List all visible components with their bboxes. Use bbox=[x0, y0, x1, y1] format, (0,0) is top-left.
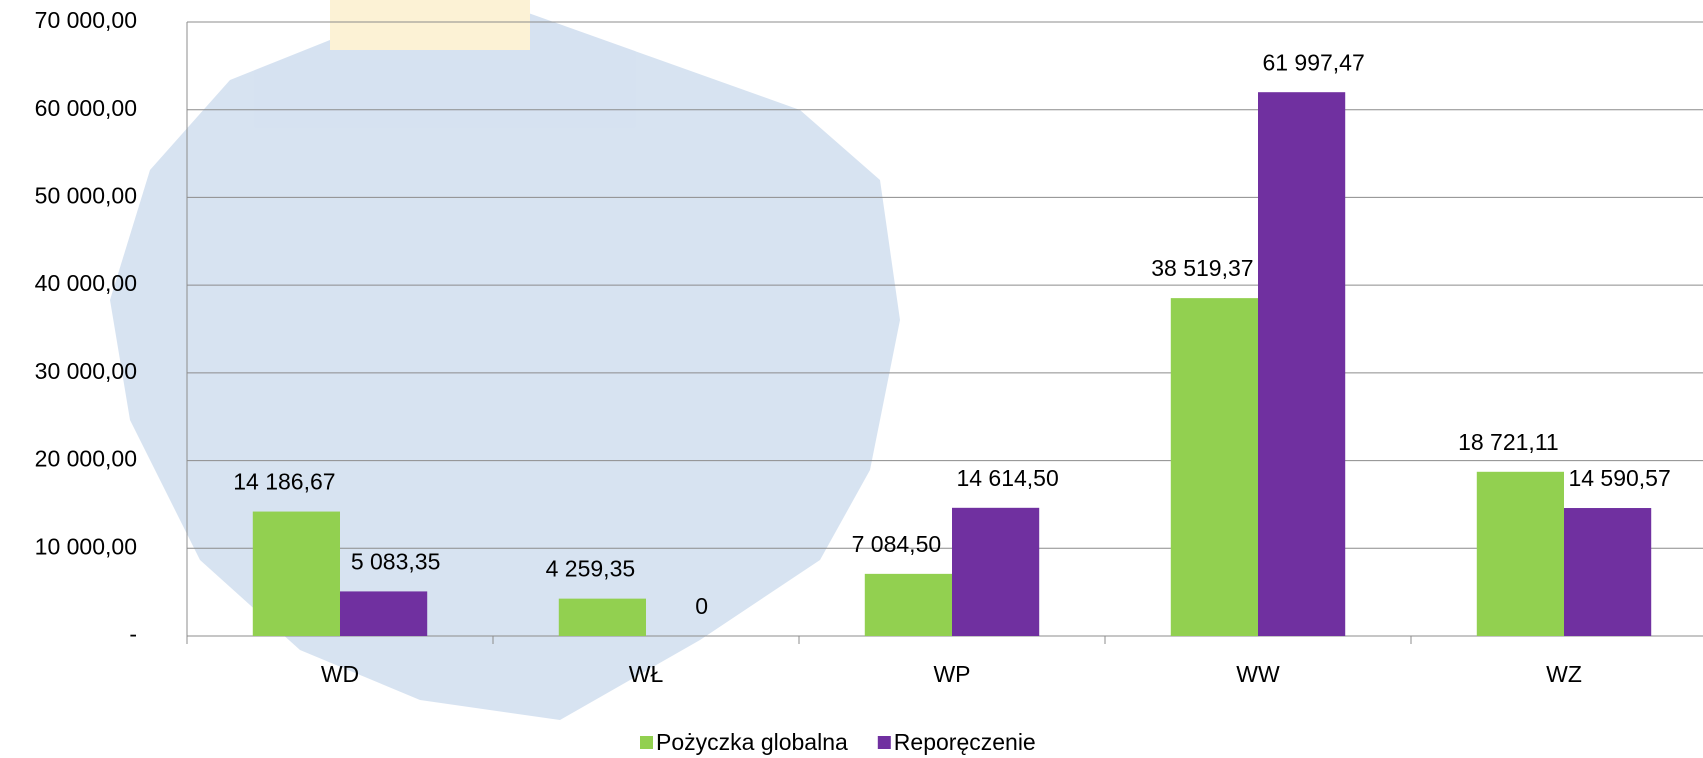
bar bbox=[864, 573, 952, 636]
bar bbox=[1564, 508, 1652, 636]
legend-label: Pożyczka globalna bbox=[656, 729, 848, 755]
legend-label: Reporęczenie bbox=[894, 729, 1036, 755]
background-map bbox=[110, 0, 900, 720]
bar bbox=[1170, 298, 1258, 636]
value-label: 61 997,47 bbox=[1262, 49, 1364, 75]
value-label: 7 084,50 bbox=[852, 531, 942, 557]
legend-swatch bbox=[877, 736, 891, 749]
value-label: 38 519,37 bbox=[1151, 255, 1253, 281]
x-tick-label: WP bbox=[933, 661, 970, 687]
y-tick-label: 40 000,00 bbox=[35, 270, 137, 296]
x-tick-label: WZ bbox=[1546, 661, 1582, 687]
value-label: 0 bbox=[695, 593, 708, 619]
x-tick-label: WW bbox=[1236, 661, 1280, 687]
value-label: 14 186,67 bbox=[233, 469, 335, 495]
legend-swatch bbox=[640, 736, 653, 749]
y-tick-label: 20 000,00 bbox=[35, 446, 137, 472]
y-tick-label: 70 000,00 bbox=[35, 7, 137, 33]
bar bbox=[558, 598, 646, 636]
bar bbox=[1476, 471, 1564, 636]
x-tick-label: WŁ bbox=[629, 661, 664, 687]
value-label: 4 259,35 bbox=[546, 556, 636, 582]
value-label: 5 083,35 bbox=[351, 548, 441, 574]
value-label: 14 590,57 bbox=[1568, 465, 1670, 491]
bar bbox=[1258, 92, 1346, 637]
x-tick-label: WD bbox=[321, 661, 359, 687]
value-label: 18 721,11 bbox=[1458, 429, 1559, 455]
bar bbox=[952, 507, 1040, 636]
bar bbox=[252, 511, 340, 636]
value-label: 14 614,50 bbox=[956, 465, 1058, 491]
y-tick-label: - bbox=[129, 621, 137, 647]
y-tick-label: 50 000,00 bbox=[35, 183, 137, 209]
bar bbox=[340, 591, 428, 636]
y-tick-label: 10 000,00 bbox=[35, 533, 137, 559]
y-tick-label: 60 000,00 bbox=[35, 95, 137, 121]
y-tick-label: 30 000,00 bbox=[35, 358, 137, 384]
